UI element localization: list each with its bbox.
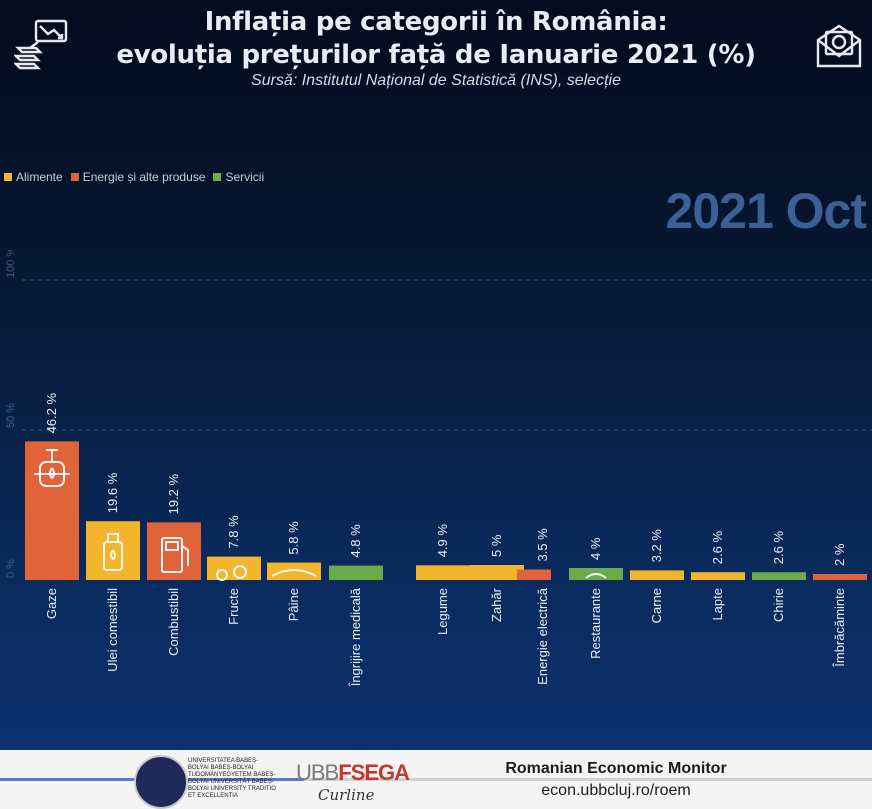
- data-label: 3.2 %: [649, 529, 664, 563]
- bar: [416, 565, 470, 580]
- legend-item-energie[interactable]: Energie și alte produse: [70, 170, 206, 184]
- chart-title-line2: evoluția prețurilor față de Ianuarie 202…: [116, 40, 756, 70]
- category-label: Restaurante: [588, 588, 603, 659]
- category-label: Lapte: [710, 588, 725, 621]
- category-label: Fructe: [226, 588, 241, 625]
- envelope-icon[interactable]: [814, 20, 864, 70]
- legend: Alimente Energie și alte produse Servici…: [4, 170, 264, 184]
- category-label: Legume: [435, 588, 450, 635]
- data-label: 2.6 %: [771, 531, 786, 565]
- gas-valve-icon: [34, 449, 70, 487]
- data-label: 2 %: [832, 543, 847, 566]
- y-tick-label: 0 %: [5, 559, 17, 578]
- data-label: 3.5 %: [535, 528, 550, 562]
- data-label: 5 %: [489, 534, 504, 557]
- y-tick-label: 100 %: [5, 250, 17, 278]
- bar: [630, 570, 684, 580]
- data-label: 19.2 %: [166, 473, 181, 514]
- faculty-logo-main: UBB: [296, 760, 339, 785]
- faculty-logo: UBBFSEGA: [296, 760, 410, 786]
- chart-source: Sursă: Institutul Național de Statistică…: [251, 72, 621, 89]
- chart-title-line1: Inflația pe categorii în România:: [204, 7, 668, 37]
- legend-swatch: [70, 173, 79, 181]
- legend-item-alimente[interactable]: Alimente: [4, 170, 63, 184]
- category-label: Combustibil: [166, 588, 181, 656]
- bread-icon: [271, 569, 317, 577]
- data-label: 4 %: [588, 537, 603, 560]
- bar: [752, 572, 806, 580]
- data-label: 46.2 %: [44, 392, 59, 433]
- data-label: 19.6 %: [105, 472, 120, 513]
- plate-icon: [585, 573, 607, 579]
- data-label: 4.9 %: [435, 524, 450, 558]
- bar: [267, 562, 321, 580]
- fruit-icon: [216, 565, 247, 581]
- bar: [25, 441, 79, 580]
- data-label: 5.8 %: [286, 521, 301, 555]
- monitor-title: Romanian Economic Monitor: [505, 760, 727, 777]
- category-label: Energie electrică: [535, 587, 550, 685]
- progress-track[interactable]: [304, 778, 872, 781]
- legend-swatch: [213, 173, 222, 181]
- university-seal-icon: [134, 755, 188, 809]
- category-label: Îmbrăcăminte: [832, 588, 847, 668]
- legend-item-servicii[interactable]: Servicii: [213, 170, 264, 184]
- oil-bottle-icon: [103, 533, 123, 571]
- faculty-logo-accent: FSEGA: [338, 760, 410, 785]
- bar: [470, 565, 524, 580]
- bar: [813, 574, 867, 580]
- bar: [517, 569, 551, 580]
- bar: [147, 522, 201, 580]
- period-label: 2021 Oct: [665, 183, 867, 239]
- data-label: 2.6 %: [710, 531, 725, 565]
- data-label: 4.8 %: [348, 524, 363, 558]
- legend-swatch: [4, 173, 12, 181]
- monitor-url[interactable]: econ.ubbcluj.ro/roem: [541, 782, 691, 799]
- data-label: 7.8 %: [226, 515, 241, 549]
- bar: [329, 565, 383, 580]
- category-label: Pâine: [286, 588, 301, 621]
- category-label: Gaze: [44, 588, 59, 619]
- university-name: UNIVERSITATEA BABEȘ-BOLYAI BABEȘ-BOLYAI …: [188, 758, 276, 799]
- money-trend-icon[interactable]: [14, 18, 70, 74]
- category-label: Îngrijire medicală: [348, 587, 363, 687]
- category-label: Zahăr: [489, 587, 504, 622]
- category-label: Ulei comestibil: [105, 588, 120, 672]
- bar-chart: 0 % 50 % 100 % 46.2 % Gaze 19.6 % Ulei comesti…: [5, 250, 872, 687]
- bar: [207, 556, 261, 580]
- footer: UNIVERSITATEA BABEȘ-BOLYAI BABEȘ-BOLYAI …: [0, 750, 872, 809]
- chart-header: Inflația pe categorii în România: evoluț…: [0, 6, 872, 90]
- category-label: Carne: [649, 588, 664, 623]
- legend-label: Alimente: [16, 170, 63, 184]
- bar: [691, 572, 745, 580]
- legend-label: Energie și alte produse: [82, 170, 206, 184]
- legend-label: Servicii: [225, 170, 265, 184]
- fuel-pump-icon: [161, 537, 189, 573]
- category-label: Chirie: [771, 588, 786, 622]
- signature: Curline: [318, 786, 375, 804]
- y-tick-label: 50 %: [5, 403, 17, 428]
